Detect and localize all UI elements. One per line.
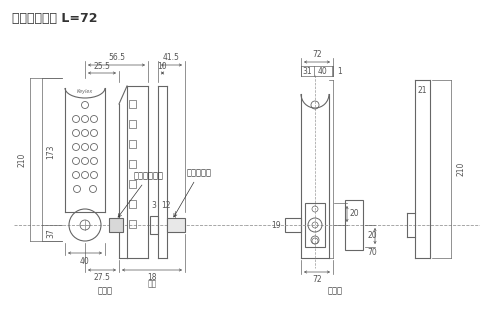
Text: 173: 173 [46, 144, 55, 159]
Text: 室内側: 室内側 [327, 286, 343, 295]
Text: サムターン: サムターン [174, 168, 212, 217]
Bar [167, 218, 185, 232]
Text: デッドボルト L=72: デッドボルト L=72 [12, 12, 97, 25]
Bar [129, 160, 136, 168]
Bar [109, 218, 123, 232]
Bar [305, 203, 325, 247]
Text: 210: 210 [457, 162, 466, 176]
Bar [129, 220, 136, 228]
Text: 40: 40 [318, 67, 328, 76]
Text: 12: 12 [161, 201, 170, 210]
Bar [129, 100, 136, 108]
Text: 20: 20 [349, 210, 359, 219]
Text: 1: 1 [337, 67, 342, 76]
Text: 210: 210 [17, 152, 26, 167]
Text: 19: 19 [271, 220, 281, 229]
Text: 31: 31 [303, 67, 312, 76]
Bar [129, 140, 136, 148]
Text: ロックターン: ロックターン [118, 171, 164, 217]
Bar [129, 200, 136, 208]
Bar [129, 180, 136, 188]
Text: 18: 18 [147, 273, 157, 282]
Text: 41.5: 41.5 [163, 53, 180, 62]
Bar [285, 218, 301, 232]
Bar [345, 200, 363, 250]
Text: 20: 20 [367, 232, 377, 241]
Text: 72: 72 [312, 50, 322, 59]
Text: 21: 21 [417, 86, 427, 95]
Bar [150, 216, 158, 234]
Text: 37: 37 [46, 228, 55, 238]
Text: Keylex: Keylex [77, 90, 93, 95]
Text: 扉厚: 扉厚 [147, 279, 156, 288]
Text: 25.5: 25.5 [94, 62, 110, 71]
Text: 室外側: 室外側 [97, 286, 112, 295]
Text: 56.5: 56.5 [108, 53, 125, 62]
Text: 10: 10 [158, 62, 168, 71]
Bar [129, 120, 136, 128]
Text: 72: 72 [312, 275, 322, 284]
Text: 27.5: 27.5 [94, 273, 110, 282]
Text: 3: 3 [152, 201, 156, 210]
Text: 40: 40 [80, 257, 90, 266]
Text: 70: 70 [367, 248, 377, 257]
